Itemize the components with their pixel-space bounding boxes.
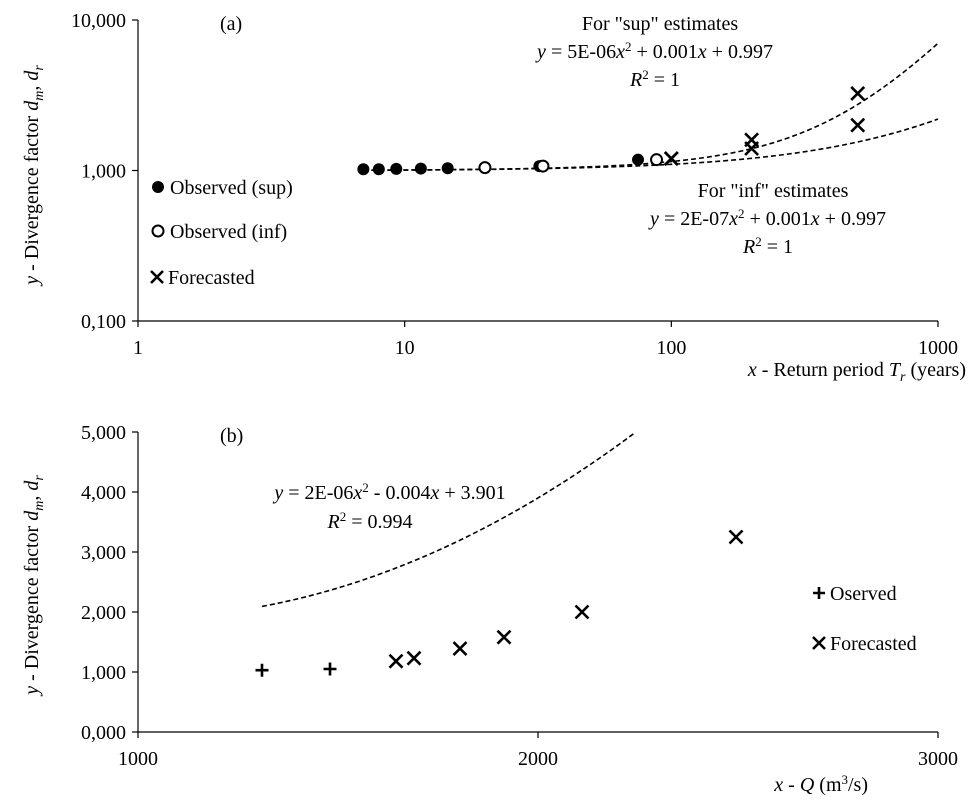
a-x-tick-label: 1000 [918,337,958,359]
b-point-x [728,529,744,545]
a-point-open-circle [536,159,550,173]
a-y-tick-label: 0,100 [81,311,126,333]
a-legend-label-sup: Observed (sup) [170,177,293,199]
a-ticks: 1 10 100 1000 0,100 1,000 10,000 [71,10,958,359]
a-point-open-circle [478,161,492,175]
a-sup-equation: y = 5E-06x2 + 0.001x + 0.997 [535,39,773,63]
a-sup-r2: R2 = 1 [629,67,680,91]
a-panel-label: (a) [220,13,242,35]
b-x-tick-label: 2000 [518,748,558,770]
b-point-plus [255,663,269,677]
b-point-x [452,641,468,657]
b-ticks: 1000 2000 3000 0,000 1,000 2,000 3,000 4,000 5,0… [81,422,958,770]
a-legend: Observed (sup) Observed (inf) Forecasted [150,177,293,289]
a-point-filled-circle [357,163,370,176]
b-markers [255,529,744,677]
b-y-tick-label: 4,000 [81,482,126,504]
a-legend-label-inf: Observed (inf) [170,221,287,243]
b-y-tick-label: 0,000 [81,722,126,744]
a-point-x [663,151,679,167]
b-trendline [261,432,635,608]
b-legend-label-observed: Oserved [830,583,897,605]
a-point-filled-circle [390,162,403,175]
a-inf-r2: R2 = 1 [742,234,793,258]
a-point-x [850,86,866,101]
a-trendline-inf [363,118,939,172]
a-trendlines [363,42,939,172]
a-legend-marker-sup [152,181,164,193]
a-point-filled-circle [372,163,385,176]
a-legend-label-forecast: Forecasted [168,267,255,289]
a-y-axis-label: y - Divergence factor dm, dr [21,65,47,287]
a-y-tick-label: 1,000 [81,161,126,183]
panel-b: 1000 2000 3000 0,000 1,000 2,000 3,000 4,000 5,0… [21,422,958,796]
b-y-tick-label: 2,000 [81,602,126,624]
a-legend-marker-inf [151,224,165,238]
a-inf-heading: For "inf" estimates [698,180,849,202]
panel-a: 1 10 100 1000 0,100 1,000 10,000 (a) y - Diver… [21,10,966,385]
a-x-tick-label: 10 [395,337,415,359]
b-x-axis-label: x - Q (m3/s) [773,772,868,796]
a-x-tick-label: 100 [656,337,686,359]
b-point-x [388,653,404,669]
b-point-x [406,650,422,666]
b-legend: Oserved Forecasted [812,583,917,655]
b-y-axis-label: y - Divergence factor dm, dr [21,475,47,697]
b-y-tick-label: 3,000 [81,542,126,564]
b-legend-marker-observed [813,587,825,599]
a-point-filled-circle [632,153,645,166]
a-point-filled-circle [441,162,454,175]
a-x-axis-label: x - Return period Tr (years) [747,359,966,385]
a-sup-heading: For "sup" estimates [582,13,739,35]
b-legend-label-forecast: Forecasted [830,633,917,655]
b-legend-marker-forecast [812,636,826,650]
a-legend-marker-forecast [150,270,164,284]
a-x-tick-label: 1 [133,337,143,359]
a-point-x [744,141,760,156]
a-y-tick-label: 10,000 [71,10,126,32]
b-fit-equation: y = 2E-06x2 - 0.004x + 3.901 [272,480,505,504]
b-fit-r2: R2 = 0.994 [327,509,413,533]
a-inf-equation: y = 2E-07x2 + 0.001x + 0.997 [648,206,886,230]
b-trendlines [261,432,635,608]
b-panel-label: (b) [220,425,243,447]
a-markers [357,86,866,176]
b-point-x [574,604,590,620]
a-point-open-circle [650,153,664,167]
b-point-plus [323,662,337,676]
b-y-tick-label: 1,000 [81,662,126,684]
b-y-tick-label: 5,000 [81,422,126,444]
b-x-tick-label: 1000 [118,748,158,770]
b-point-x [496,629,512,645]
a-point-x [850,117,866,133]
b-x-tick-label: 3000 [918,748,958,770]
a-point-filled-circle [414,162,427,175]
